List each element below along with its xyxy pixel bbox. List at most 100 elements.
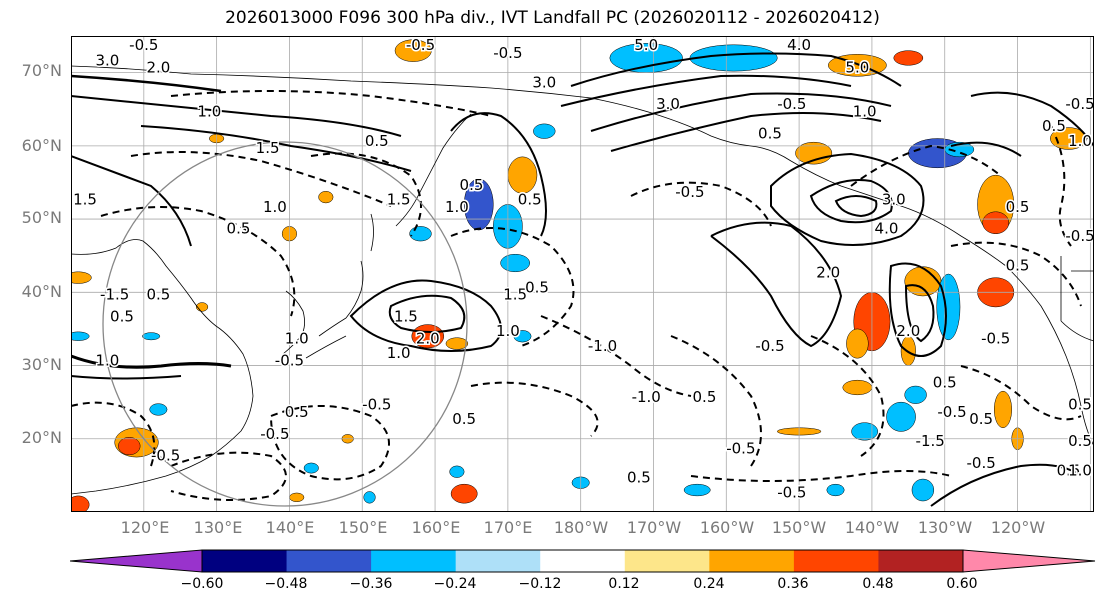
contour-label: 1.5 [73, 190, 97, 208]
lon-label-130w: 130°W [917, 518, 973, 537]
divergence-blob [318, 190, 334, 204]
contour-label: -0.5 [755, 337, 784, 355]
contour-label: -1.0 [632, 388, 661, 406]
colorbar-segment [371, 550, 457, 572]
contour-label: 0.5 [758, 125, 782, 143]
contour-label: 0.5 [627, 469, 651, 487]
divergence-blob [993, 390, 1012, 429]
contour-label: 0.5 [969, 410, 993, 428]
lon-label-180w: 180°W [553, 518, 609, 537]
contour-label: -0.5 [981, 330, 1010, 348]
map-frame [71, 36, 1094, 512]
contour-label: -1.5 [916, 432, 945, 450]
contour-label: 0.5 [933, 374, 957, 392]
contour-label: -0.5 [1065, 227, 1094, 245]
colorbar-tick: −0.36 [349, 576, 393, 592]
contour-label: 1.0 [285, 330, 309, 348]
contour-label: 0.5 [227, 220, 251, 238]
lon-label-140w: 140°W [844, 518, 900, 537]
contour-label: 1.0 [1068, 461, 1092, 479]
contour-label: -0.5 [362, 395, 391, 413]
solid-contour [140, 125, 412, 172]
contour-label: 0.5 [525, 278, 549, 296]
solid-contour [770, 152, 925, 246]
divergence-blob [507, 156, 538, 194]
contour-label: 3.0 [532, 73, 556, 91]
divergence-blob [982, 211, 1010, 234]
contour-label: -0.5 [777, 483, 806, 501]
contour-label: 1.5 [256, 139, 280, 157]
colorbar-segment [455, 550, 541, 572]
lon-label-130e: 130°E [193, 518, 243, 537]
contour-label: -0.5 [726, 439, 755, 457]
lon-label-160w: 160°W [699, 518, 755, 537]
lon-label-120w: 120°W [990, 518, 1046, 537]
dashed-contour [690, 470, 952, 482]
colorbar-segment [70, 550, 202, 572]
contour-label: 0.5 [110, 308, 134, 326]
dashed-contour [630, 181, 772, 227]
colorbar-segment [709, 550, 795, 572]
divergence-blob [533, 123, 556, 139]
solid-contour [71, 95, 402, 137]
lon-label-120e: 120°E [120, 518, 170, 537]
dashed-contour [130, 151, 392, 207]
divergence-blob [450, 483, 478, 504]
colorbar-frame [201, 549, 964, 573]
divergence-blob [409, 226, 432, 242]
divergence-blob [842, 379, 873, 396]
divergence-blob [449, 465, 465, 478]
contour-label: -0.5 [777, 95, 806, 113]
contour-label: -0.5 [260, 425, 289, 443]
north-coastline [71, 65, 1094, 447]
colorbar-segments [70, 550, 1095, 572]
colorbar-tick: −0.24 [433, 576, 477, 592]
contour-label: 0.5 [1006, 198, 1030, 216]
divergence-blob [893, 50, 924, 66]
contour-label: 1.0 [197, 103, 221, 121]
solid-contour [71, 375, 182, 380]
dashed-contour [310, 152, 422, 237]
lon-label-150w: 150°W [771, 518, 827, 537]
colorbar-segment [286, 550, 372, 572]
lat-label-50n: 50°N [21, 208, 62, 227]
solid-contour [590, 92, 892, 132]
contour-label: 1.0 [387, 344, 411, 362]
divergence-blob [411, 324, 445, 349]
solid-contour [834, 195, 878, 218]
solid-contour [71, 354, 232, 369]
contour-label: 0.5 [1068, 395, 1092, 413]
contour-label: -0.5 [493, 44, 522, 62]
contour-label: -0.5 [1065, 95, 1094, 113]
divergence-blob [1050, 127, 1087, 150]
solid-contour [950, 141, 1022, 157]
dashed-contour [170, 90, 492, 117]
solid-contour [388, 294, 466, 333]
contour-label: 5.0 [634, 36, 658, 54]
solid-contour [930, 463, 1082, 507]
divergence-blob [363, 491, 376, 504]
contour-label: 1.0 [496, 322, 520, 340]
dashed-contour [1050, 125, 1072, 247]
contour-labels: 3.0 -0.5 2.0 1.0 1.5 1.5 0.5 1.0 1.5 1.0 0.5 0.5 -0.… [72, 36, 1094, 503]
divergence-blob [303, 462, 319, 474]
divergence-blob [71, 271, 92, 284]
divergence-blob [851, 422, 879, 441]
colorbar [70, 549, 1096, 573]
divergence-blob [683, 483, 711, 497]
contour-label: -0.5 [675, 183, 704, 201]
contour-label: -1.5 [100, 286, 129, 304]
dashed-contour [850, 144, 1002, 187]
contour-label: 3.0 [95, 51, 119, 69]
solid-contour [970, 91, 1094, 147]
contour-label: 0.5 [146, 286, 170, 304]
contour-label: 1.5 [394, 308, 418, 326]
divergence-blob [463, 178, 494, 231]
contour-label: 1.5 [387, 190, 411, 208]
contour-label: 1.0 [445, 198, 469, 216]
contour-label: 2.0 [896, 322, 920, 340]
dashed-contour [71, 401, 156, 467]
divergence-blob [71, 331, 90, 341]
solid-contour [450, 112, 547, 237]
colorbar-segment [624, 550, 710, 572]
